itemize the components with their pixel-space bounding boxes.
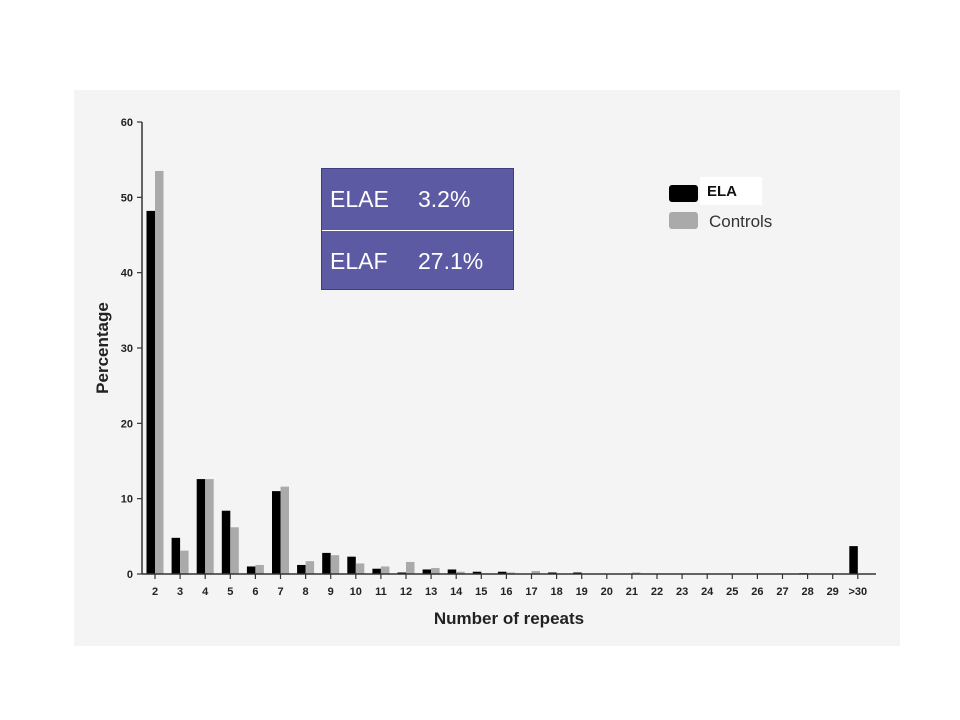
y-tick-label: 20 <box>121 418 133 430</box>
bar-controls <box>431 567 440 574</box>
bar-ela <box>297 564 306 574</box>
bar-controls <box>205 479 214 574</box>
x-tick-label: 28 <box>801 586 813 598</box>
x-axis-title: Number of repeats <box>434 609 584 628</box>
x-tick-label: 26 <box>751 586 763 598</box>
x-tick-label: 4 <box>202 586 209 598</box>
bar-ela <box>447 569 457 574</box>
x-tick-label: 3 <box>177 586 183 598</box>
bar-controls <box>330 555 340 574</box>
y-tick-label: 50 <box>121 192 133 204</box>
x-tick-label: 25 <box>726 586 738 598</box>
x-tick-label: 5 <box>227 586 233 598</box>
x-tick-label: 11 <box>375 586 387 598</box>
bar-ela <box>397 572 406 574</box>
bar-controls <box>406 561 415 574</box>
bar-controls <box>305 561 315 574</box>
bar-ela <box>221 510 231 574</box>
stats-label: ELAE <box>330 185 389 212</box>
legend-swatch-ela <box>669 185 698 202</box>
bar-ela <box>171 537 181 574</box>
bar-ela <box>322 552 331 574</box>
legend-label-controls: Controls <box>709 212 772 231</box>
bar-controls <box>230 527 239 574</box>
x-tick-label: 6 <box>252 586 258 598</box>
x-tick-label: >30 <box>848 586 867 598</box>
x-tick-label: 22 <box>651 586 663 598</box>
x-tick-label: 17 <box>525 586 537 598</box>
x-tick-label: 12 <box>400 586 412 598</box>
x-tick-label: 16 <box>500 586 512 598</box>
bar-controls <box>180 550 189 574</box>
stats-value: 3.2% <box>418 185 471 212</box>
bar-controls <box>456 571 465 574</box>
bar-ela <box>372 568 381 574</box>
stats-row-elae: ELAE 3.2% <box>322 169 513 229</box>
legend-swatch-controls <box>669 212 698 229</box>
bar-ela <box>849 546 858 574</box>
legend-label-ela: ELA <box>700 177 762 205</box>
x-tick-label: 2 <box>152 586 158 598</box>
y-tick-label: 60 <box>121 117 133 129</box>
bar-controls <box>280 486 289 574</box>
bar-ela <box>573 572 582 574</box>
x-tick-label: 14 <box>450 586 463 598</box>
stats-box: ELAE 3.2% ELAF 27.1% <box>321 168 514 290</box>
bar-ela <box>548 572 557 574</box>
bar-controls <box>155 170 164 574</box>
x-tick-label: 8 <box>303 586 309 598</box>
x-tick-label: 7 <box>277 586 283 598</box>
bar-ela <box>422 569 432 574</box>
bar-ela <box>347 556 356 574</box>
x-tick-label: 13 <box>425 586 437 598</box>
bar-controls <box>631 572 641 574</box>
y-tick-label: 0 <box>127 569 133 581</box>
x-tick-label: 15 <box>475 586 487 598</box>
bar-controls <box>506 572 515 574</box>
x-tick-label: 10 <box>350 586 362 598</box>
bar-controls <box>255 564 264 574</box>
bar-ela <box>196 479 206 574</box>
x-tick-label: 23 <box>676 586 688 598</box>
x-tick-label: 18 <box>550 586 562 598</box>
stats-value: 27.1% <box>418 247 484 274</box>
bar-controls <box>355 563 365 574</box>
stats-label: ELAF <box>330 247 388 274</box>
x-tick-label: 29 <box>827 586 839 598</box>
bar-ela <box>246 566 256 574</box>
x-tick-label: 9 <box>328 586 334 598</box>
bar-ela <box>497 571 507 574</box>
bar-ela <box>146 210 155 575</box>
y-tick-label: 30 <box>121 343 133 355</box>
y-tick-label: 10 <box>121 494 133 506</box>
stats-row-elaf: ELAF 27.1% <box>322 230 513 291</box>
bar-ela <box>272 491 281 574</box>
bar-controls <box>531 570 540 574</box>
y-tick-label: 40 <box>121 268 133 280</box>
x-tick-label: 27 <box>776 586 788 598</box>
bar-ela <box>472 571 482 574</box>
x-tick-label: 19 <box>576 586 588 598</box>
x-tick-label: 24 <box>701 586 714 598</box>
x-tick-label: 20 <box>601 586 613 598</box>
x-tick-label: 21 <box>626 586 638 598</box>
legend: Controls <box>669 185 772 231</box>
bar-controls <box>380 566 390 574</box>
y-axis-title: Percentage <box>93 302 112 394</box>
